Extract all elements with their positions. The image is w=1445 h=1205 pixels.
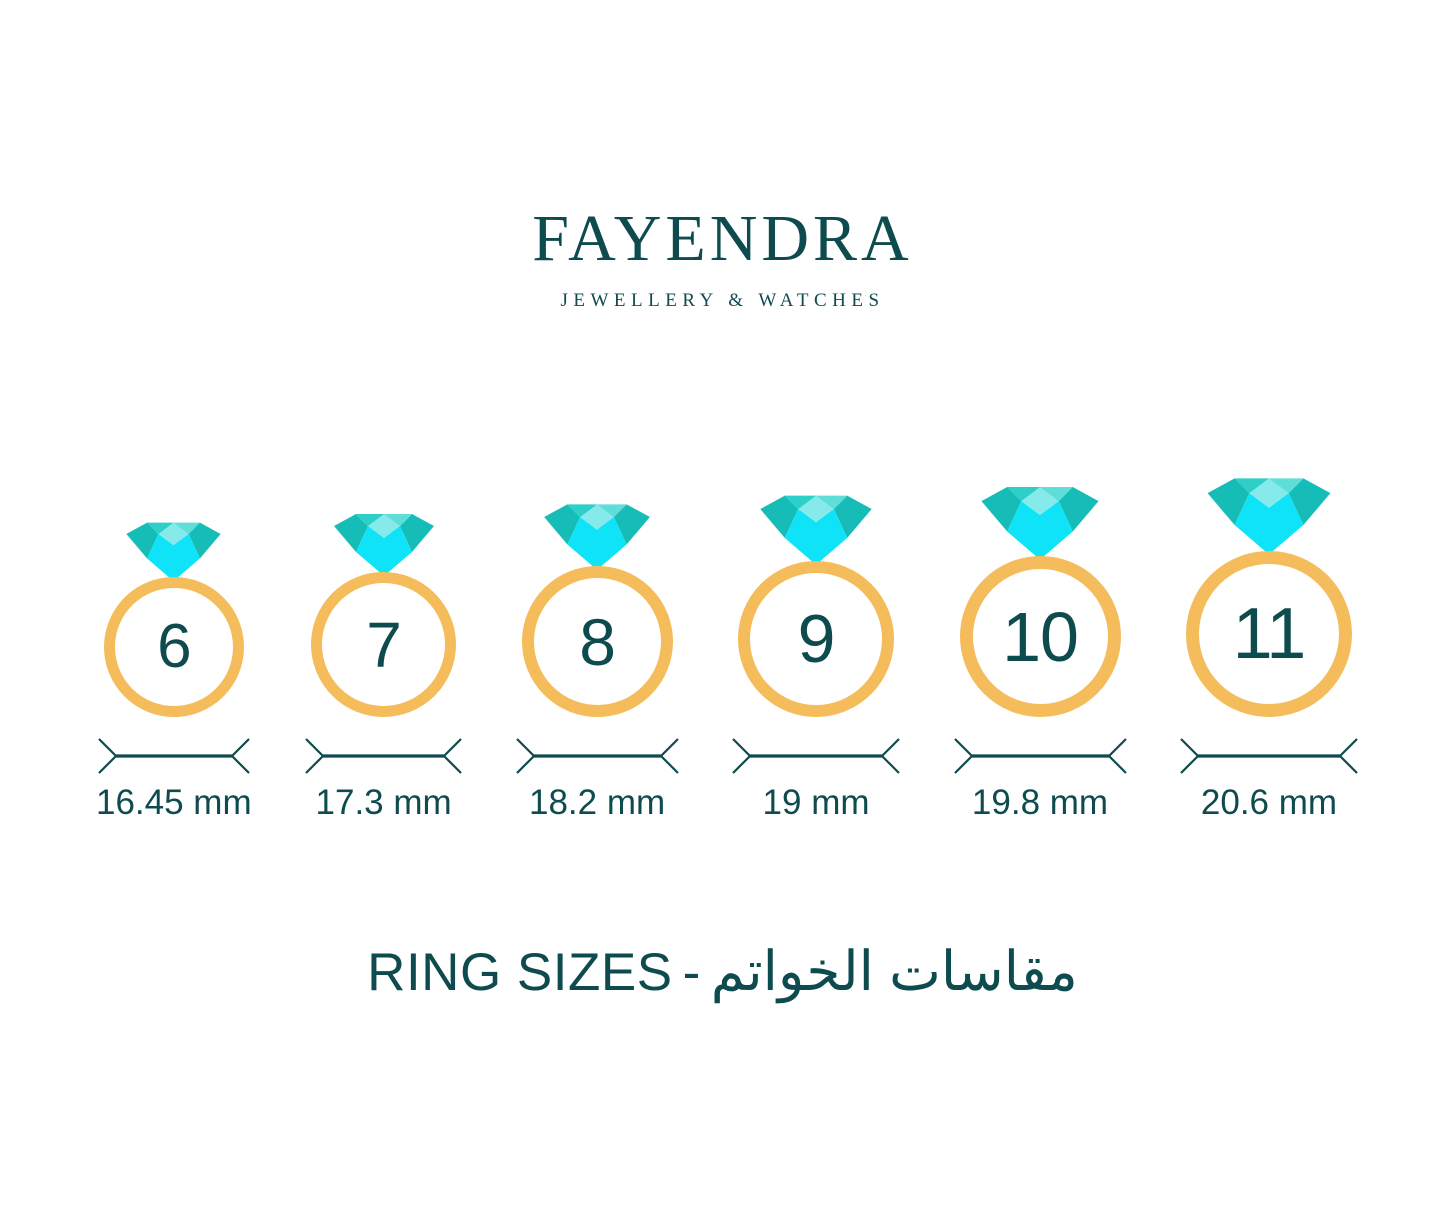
ring-measurement-label: 19 mm bbox=[762, 783, 870, 822]
ring-measurement-label: 18.2 mm bbox=[528, 783, 666, 822]
ring-measurement-label: 20.6 mm bbox=[1200, 783, 1338, 822]
ring-size-item[interactable]: 11 20.6 mm bbox=[1180, 471, 1358, 820]
ring-measurement-label: 19.8 mm bbox=[971, 783, 1109, 822]
measurement-arrow-icon bbox=[305, 738, 462, 774]
brand-logo: FAYENDRA JEWELLERY & WATCHES bbox=[0, 206, 1445, 312]
ring-band: 8 bbox=[521, 566, 673, 717]
ring-size-item[interactable]: 9 19 mm bbox=[732, 489, 900, 820]
ring-measurement-label: 17.3 mm bbox=[315, 783, 452, 822]
ring-size-number: 8 bbox=[579, 604, 616, 679]
ring-size-number: 11 bbox=[1232, 594, 1307, 674]
page-title-arabic: مقاسات الخواتم bbox=[710, 940, 1078, 1002]
ring-graphic: 6 bbox=[103, 517, 244, 717]
diamond-icon bbox=[1207, 478, 1331, 555]
ring-measurement-label: 16.45 mm bbox=[96, 783, 252, 822]
page-title-english: RING SIZES bbox=[367, 943, 673, 1002]
ring-graphic: 11 bbox=[1185, 471, 1352, 717]
brand-name: FAYENDRA bbox=[532, 202, 913, 275]
measurement-arrow-icon bbox=[732, 738, 900, 774]
page-title-separator: - bbox=[682, 943, 701, 1002]
ring-size-number: 9 bbox=[797, 601, 836, 677]
ring-graphic: 7 bbox=[311, 508, 457, 717]
ring-size-number: 10 bbox=[1002, 597, 1079, 676]
page-title: RING SIZES - مقاسات الخواتم bbox=[0, 940, 1445, 1004]
measurement-arrow-icon bbox=[953, 738, 1127, 774]
diamond-icon bbox=[126, 522, 221, 582]
measurement-arrow-icon bbox=[515, 738, 679, 774]
ring-size-number: 7 bbox=[366, 608, 402, 681]
diamond-icon bbox=[760, 495, 872, 565]
diamond-icon bbox=[544, 504, 650, 570]
measurement-arrow-icon bbox=[1180, 738, 1358, 774]
ring-size-item[interactable]: 6 16.45 mm bbox=[96, 517, 252, 820]
ring-band: 7 bbox=[311, 572, 457, 717]
measurement-arrow-icon bbox=[98, 738, 250, 774]
brand-tagline: JEWELLERY & WATCHES bbox=[560, 290, 885, 311]
ring-graphic: 9 bbox=[738, 489, 895, 717]
ring-band: 6 bbox=[103, 577, 244, 717]
ring-graphic: 10 bbox=[959, 480, 1121, 717]
ring-size-item[interactable]: 7 17.3 mm bbox=[305, 508, 462, 820]
ring-size-number: 6 bbox=[157, 612, 191, 681]
ring-band: 10 bbox=[959, 556, 1121, 717]
ring-size-row: 6 16.45 mm 7 bbox=[96, 445, 1358, 820]
ring-graphic: 8 bbox=[521, 498, 673, 717]
ring-band: 11 bbox=[1185, 551, 1352, 717]
diamond-icon bbox=[981, 487, 1099, 560]
ring-band: 9 bbox=[738, 561, 895, 717]
diamond-icon bbox=[333, 514, 434, 576]
ring-size-item[interactable]: 10 19.8 mm bbox=[953, 480, 1127, 822]
ring-size-item[interactable]: 8 18.2 mm bbox=[515, 498, 679, 822]
